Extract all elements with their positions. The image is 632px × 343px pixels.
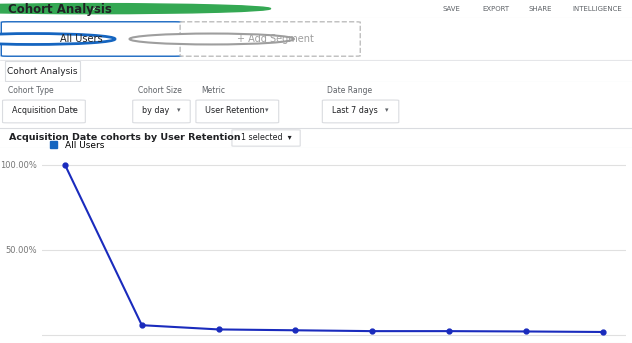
FancyBboxPatch shape [3,100,85,123]
Text: Cohort Analysis: Cohort Analysis [7,67,78,75]
Text: ✓: ✓ [91,6,96,11]
Text: All Users: All Users [60,34,102,44]
Text: Metric: Metric [201,86,225,95]
Text: INTELLIGENCE: INTELLIGENCE [573,6,622,12]
Text: SAVE: SAVE [443,6,461,12]
Text: Cohort Analysis: Cohort Analysis [8,2,111,15]
Text: by day: by day [142,106,169,115]
FancyBboxPatch shape [1,22,181,56]
Text: Acquisition Date: Acquisition Date [12,106,78,115]
Text: User Retention: User Retention [205,106,265,115]
Text: 1 selected  ▾: 1 selected ▾ [241,133,291,142]
Text: ▾: ▾ [71,107,75,114]
FancyBboxPatch shape [322,100,399,123]
Text: ▾: ▾ [176,107,180,114]
FancyBboxPatch shape [196,100,279,123]
Text: Date Range: Date Range [327,86,372,95]
Text: Last 7 days: Last 7 days [332,106,377,115]
Text: ▾: ▾ [385,107,389,114]
FancyBboxPatch shape [5,61,80,81]
Circle shape [130,34,294,45]
Text: EXPORT: EXPORT [483,6,509,12]
Text: Cohort Size: Cohort Size [138,86,181,95]
Text: Acquisition Date cohorts by User Retention: Acquisition Date cohorts by User Retenti… [9,133,241,142]
Text: ▾: ▾ [265,107,269,114]
FancyBboxPatch shape [180,22,360,56]
Text: Cohort Type: Cohort Type [8,86,53,95]
FancyBboxPatch shape [232,130,300,146]
Legend: All Users: All Users [47,137,107,153]
Text: SHARE: SHARE [528,6,552,12]
Text: + Add Segment: + Add Segment [237,34,314,44]
Circle shape [0,34,115,45]
Circle shape [0,3,270,14]
FancyBboxPatch shape [133,100,190,123]
